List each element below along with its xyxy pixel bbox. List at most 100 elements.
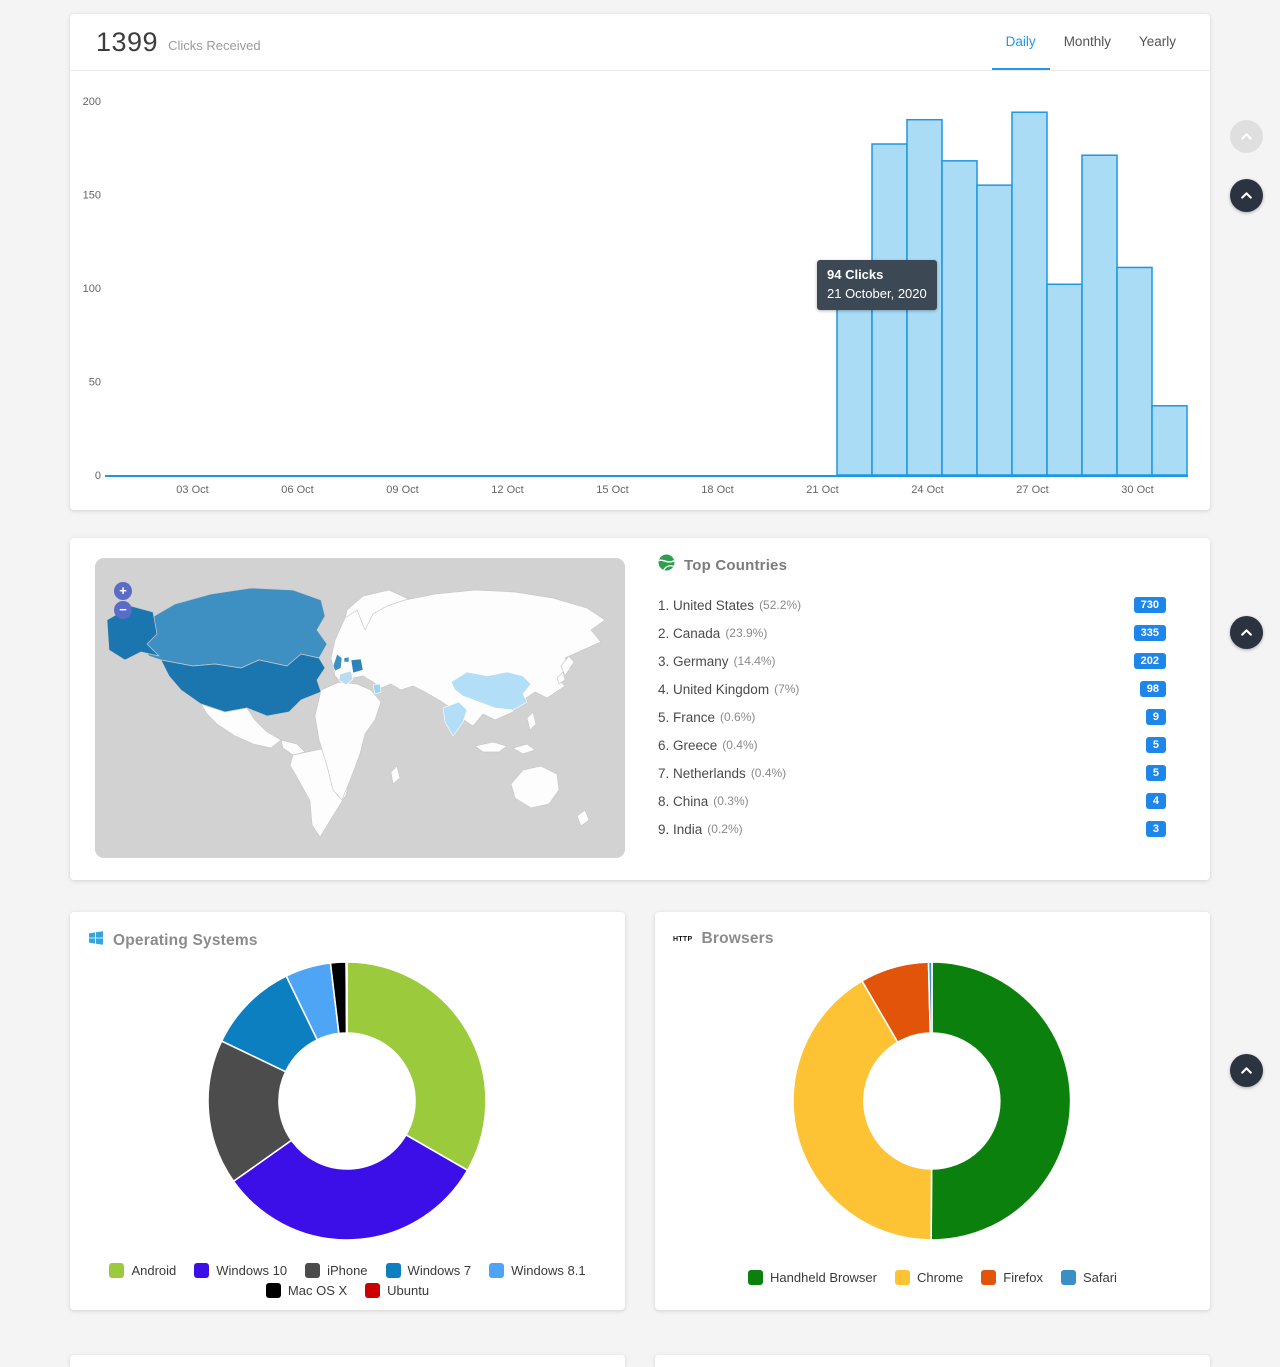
country-count-badge: 5 bbox=[1145, 765, 1166, 781]
bar-27-oct[interactable] bbox=[1046, 283, 1083, 476]
legend-item-android[interactable]: Android bbox=[109, 1263, 176, 1278]
top-countries-title: Top Countries bbox=[684, 556, 788, 574]
country-australia[interactable] bbox=[510, 765, 560, 809]
country-row-china: 8. China (0.3%) 4 bbox=[658, 787, 1166, 815]
donut-segment-ubuntu[interactable] bbox=[345, 961, 348, 1034]
donut-segment-android[interactable] bbox=[346, 961, 487, 1172]
country-greece[interactable] bbox=[372, 683, 382, 695]
country-percent: (0.4%) bbox=[722, 738, 758, 752]
svg-text:0: 0 bbox=[95, 470, 101, 482]
legend-swatch bbox=[895, 1270, 910, 1285]
region-eurasia[interactable] bbox=[330, 589, 606, 727]
tab-daily[interactable]: Daily bbox=[991, 14, 1050, 70]
scroll-top-button-1[interactable] bbox=[1230, 179, 1263, 212]
legend-swatch bbox=[194, 1263, 210, 1278]
country-germany[interactable] bbox=[350, 658, 364, 674]
legend-label: Mac OS X bbox=[287, 1283, 348, 1298]
donut-segment-iphone[interactable] bbox=[207, 1039, 293, 1183]
donut-segment-safari[interactable] bbox=[927, 961, 933, 1034]
country-netherlands[interactable] bbox=[343, 656, 350, 663]
country-madagascar[interactable] bbox=[390, 765, 401, 785]
map-zoom-out-button[interactable]: − bbox=[114, 601, 132, 619]
legend-swatch bbox=[305, 1263, 321, 1278]
scroll-top-button-3[interactable] bbox=[1230, 1054, 1263, 1087]
bar-29-oct[interactable] bbox=[1116, 266, 1153, 476]
clicks-total: 1399 bbox=[96, 26, 159, 57]
svg-text:21 Oct: 21 Oct bbox=[806, 484, 838, 496]
legend-item-windows-8.1[interactable]: Windows 8.1 bbox=[489, 1263, 586, 1278]
chevron-up-icon bbox=[1241, 192, 1252, 199]
country-count-badge: 5 bbox=[1145, 737, 1166, 753]
donut-segment-chrome[interactable] bbox=[792, 979, 933, 1241]
country-row-greece: 6. Greece (0.4%) 5 bbox=[658, 731, 1166, 759]
map-zoom-in-button[interactable]: + bbox=[114, 582, 132, 600]
bar-21-oct[interactable] bbox=[836, 298, 873, 476]
legend-item-firefox[interactable]: Firefox bbox=[981, 1270, 1043, 1285]
svg-text:150: 150 bbox=[83, 190, 101, 202]
legend-label: Handheld Browser bbox=[770, 1270, 877, 1285]
clicks-tabs: Daily Monthly Yearly bbox=[991, 14, 1190, 70]
country-name: 8. China bbox=[658, 793, 709, 809]
world-map-widget[interactable]: + − bbox=[95, 558, 625, 858]
legend-label: Windows 7 bbox=[407, 1263, 472, 1278]
country-india[interactable] bbox=[442, 701, 468, 737]
bar-28-oct[interactable] bbox=[1081, 154, 1118, 476]
country-japan[interactable] bbox=[560, 655, 575, 677]
world-map[interactable] bbox=[95, 558, 625, 858]
country-name: 4. United Kingdom bbox=[658, 681, 770, 697]
tooltip-value: 94 Clicks bbox=[827, 267, 884, 282]
country-row-netherlands: 7. Netherlands (0.4%) 5 bbox=[658, 759, 1166, 787]
country-alaska[interactable] bbox=[106, 605, 160, 661]
region-indonesia-east[interactable] bbox=[512, 743, 536, 755]
chevron-up-icon bbox=[1241, 133, 1252, 140]
country-row-india: 9. India (0.2%) 3 bbox=[658, 815, 1166, 843]
country-count-badge: 202 bbox=[1133, 653, 1166, 669]
bar-30-oct[interactable] bbox=[1151, 405, 1188, 476]
country-france[interactable] bbox=[338, 670, 354, 686]
region-africa[interactable] bbox=[314, 681, 382, 801]
clicks-bar-chart[interactable]: 0 50 100 150 200 03 Oct 06 Oct 09 Oct 12 Oct 15 O… bbox=[70, 71, 1210, 510]
legend-label: Safari bbox=[1082, 1270, 1117, 1285]
scroll-top-button-2[interactable] bbox=[1230, 616, 1263, 649]
country-china[interactable] bbox=[450, 671, 532, 711]
country-japan-south[interactable] bbox=[556, 671, 566, 685]
legend-item-ubuntu[interactable]: Ubuntu bbox=[365, 1283, 429, 1298]
legend-swatch bbox=[489, 1263, 505, 1278]
legend-label: Firefox bbox=[1003, 1270, 1043, 1285]
scroll-top-button-disabled[interactable] bbox=[1230, 120, 1263, 153]
country-new-zealand[interactable] bbox=[576, 809, 590, 827]
country-philippines[interactable] bbox=[526, 711, 537, 731]
country-percent: (0.4%) bbox=[750, 766, 787, 780]
country-name: 5. France bbox=[658, 709, 716, 725]
country-name: 3. Germany bbox=[658, 653, 729, 669]
country-united-kingdom[interactable] bbox=[332, 653, 343, 672]
browsers-title: Browsers bbox=[701, 930, 774, 947]
os-legend: Android Windows 10 iPhone Windows 7 Windows … bbox=[84, 1263, 611, 1298]
country-mexico[interactable] bbox=[200, 703, 282, 749]
legend-item-iphone[interactable]: iPhone bbox=[305, 1263, 368, 1278]
chevron-up-icon bbox=[1241, 1067, 1252, 1074]
country-row-united-kingdom: 4. United Kingdom (7%) 98 bbox=[658, 675, 1166, 703]
tab-yearly[interactable]: Yearly bbox=[1138, 33, 1176, 49]
region-indonesia[interactable] bbox=[474, 741, 508, 753]
svg-text:24 Oct: 24 Oct bbox=[911, 484, 943, 496]
bar-24-oct[interactable] bbox=[941, 160, 978, 476]
os-donut-chart[interactable] bbox=[70, 952, 625, 1262]
tab-monthly[interactable]: Monthly bbox=[1063, 33, 1111, 49]
svg-text:27 Oct: 27 Oct bbox=[1016, 484, 1048, 496]
legend-swatch bbox=[1060, 1270, 1076, 1285]
legend-item-windows-7[interactable]: Windows 7 bbox=[385, 1263, 472, 1278]
donut-segment-handheld-browser[interactable] bbox=[930, 961, 1072, 1241]
legend-item-handheld-browser[interactable]: Handheld Browser bbox=[748, 1270, 877, 1285]
legend-item-mac-os-x[interactable]: Mac OS X bbox=[265, 1283, 348, 1298]
donut-segment-windows-10[interactable] bbox=[232, 1133, 469, 1241]
legend-swatch bbox=[981, 1270, 997, 1285]
country-name: 7. Netherlands bbox=[658, 765, 746, 781]
bar-25-oct[interactable] bbox=[976, 184, 1013, 476]
bar-26-oct[interactable] bbox=[1011, 111, 1048, 476]
legend-item-windows-10[interactable]: Windows 10 bbox=[194, 1263, 287, 1278]
legend-item-safari[interactable]: Safari bbox=[1060, 1270, 1117, 1285]
country-percent: (7%) bbox=[774, 682, 800, 696]
browsers-donut-chart[interactable] bbox=[655, 952, 1210, 1262]
legend-item-chrome[interactable]: Chrome bbox=[895, 1270, 963, 1285]
